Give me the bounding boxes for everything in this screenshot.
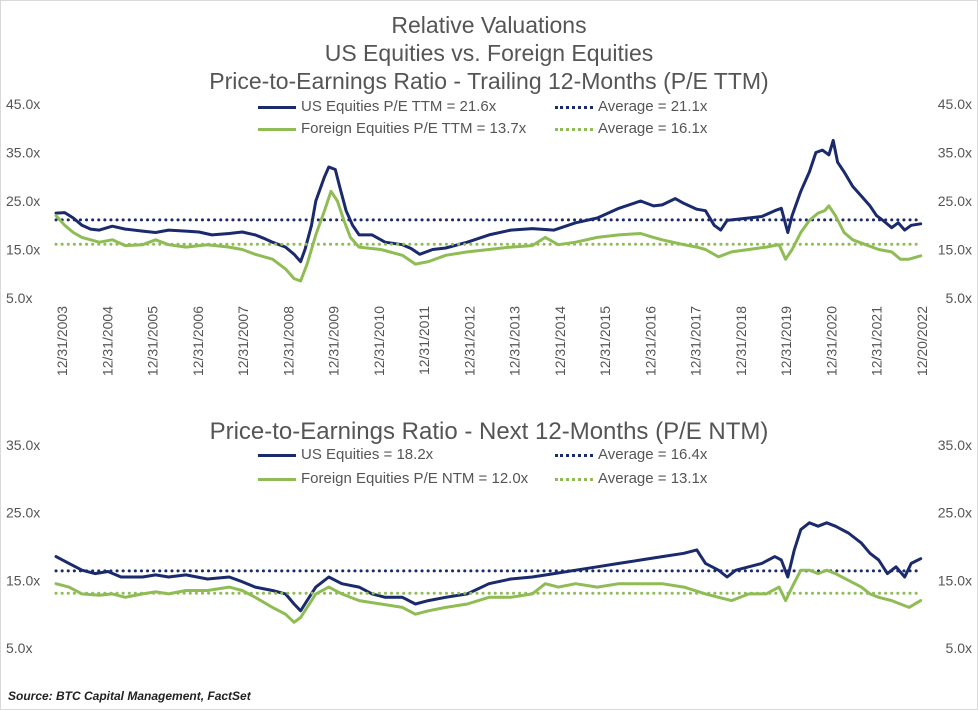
ttm-series-line-us: [54, 138, 923, 264]
ntm-series-line-foreign: [54, 568, 923, 624]
ttm-x-tick-label: 12/31/2010: [371, 306, 387, 376]
source-note: Source: BTC Capital Management, FactSet: [8, 689, 251, 703]
ttm-x-tick-label: 12/20/2022: [914, 306, 930, 376]
ttm-y-tick-label-left: 35.0x: [6, 145, 40, 161]
legend-swatch-us-average: [555, 105, 593, 109]
ttm-x-tick-label: 12/31/2003: [54, 306, 70, 376]
ttm-x-tick-label: 12/31/2015: [597, 306, 613, 376]
ttm-x-tick-label: 12/31/2017: [688, 306, 704, 376]
ttm-y-tick-label-right: 15.0x: [938, 242, 972, 258]
legend-us-ntm-label: US Equities = 18.2x: [301, 446, 434, 463]
legend-swatch-foreign-ntm-average: [555, 477, 593, 481]
ntm-y-tick-label-right: 35.0x: [938, 437, 972, 453]
ttm-y-tick-label-right: 35.0x: [938, 145, 972, 161]
ttm-x-tick-label: 12/31/2016: [642, 306, 658, 376]
legend-foreign-ttm-average-label: Average = 16.1x: [598, 120, 708, 137]
legend-foreign-ntm-average: Average = 13.1x: [555, 470, 707, 490]
ttm-y-tick-label-left: 25.0x: [6, 193, 40, 209]
ttm-x-tick-label: 12/31/2012: [461, 306, 477, 376]
legend-us-ntm: US Equities = 18.2x: [258, 446, 433, 466]
ttm-y-tick-label-right: 25.0x: [938, 193, 972, 209]
legend-swatch-foreign-average: [555, 127, 593, 131]
ttm-x-tick-label: 12/31/2006: [190, 306, 206, 376]
legend-swatch-foreign-ntm: [258, 477, 296, 481]
legend-us-ttm-average-label: Average = 21.1x: [598, 98, 708, 115]
legend-foreign-ttm: Foreign Equities P/E TTM = 13.7x: [258, 120, 526, 140]
top-chart-title: Price-to-Earnings Ratio - Trailing 12-Mo…: [209, 68, 769, 94]
ntm-y-tick-label-left: 25.0x: [6, 505, 40, 521]
ttm-x-tick-label: 12/31/2014: [552, 306, 568, 376]
ttm-x-tick-label: 12/31/2011: [416, 306, 432, 375]
legend-foreign-ntm: Foreign Equities P/E NTM = 12.0x: [258, 470, 528, 490]
ttm-x-tick-label: 12/31/2004: [99, 306, 115, 376]
legend-swatch-foreign: [258, 127, 296, 131]
ttm-x-tick-label: 12/31/2018: [733, 306, 749, 376]
ttm-series-line-foreign: [54, 189, 923, 283]
legend-foreign-ntm-label: Foreign Equities P/E NTM = 12.0x: [301, 470, 529, 487]
ttm-x-tick-label: 12/31/2007: [235, 306, 251, 376]
legend-us-ttm-label: US Equities P/E TTM = 21.6x: [301, 98, 497, 115]
ntm-series-line-us: [54, 521, 923, 613]
ttm-x-tick-label: 12/31/2021: [869, 306, 885, 376]
ntm-y-tick-label-left: 5.0x: [6, 640, 32, 656]
ttm-y-tick-label-left: 15.0x: [6, 242, 40, 258]
legend-foreign-ttm-average: Average = 16.1x: [555, 120, 707, 140]
legend-us-ttm: US Equities P/E TTM = 21.6x: [258, 98, 496, 118]
ttm-y-tick-label-right: 45.0x: [938, 96, 972, 112]
ttm-x-tick-label: 12/31/2020: [823, 306, 839, 376]
ntm-y-tick-label-left: 35.0x: [6, 437, 40, 453]
ntm-y-tick-label-right: 15.0x: [938, 572, 972, 588]
ttm-y-tick-label-left: 5.0x: [6, 290, 32, 306]
ntm-y-tick-label-left: 15.0x: [6, 572, 40, 588]
legend-foreign-ttm-label: Foreign Equities P/E TTM = 13.7x: [301, 120, 527, 137]
ntm-y-tick-label-right: 25.0x: [938, 505, 972, 521]
ttm-x-tick-label: 12/31/2008: [280, 306, 296, 376]
ttm-y-tick-label-left: 45.0x: [6, 96, 40, 112]
chart-title-line-1: Relative Valuations: [391, 12, 587, 38]
ttm-x-tick-label: 12/31/2005: [145, 306, 161, 376]
chart-title-line-2: US Equities vs. Foreign Equities: [324, 40, 654, 66]
ntm-y-tick-label-right: 5.0x: [946, 640, 972, 656]
ttm-x-tick-label: 12/31/2009: [326, 306, 342, 376]
legend-us-ntm-average-label: Average = 16.4x: [598, 446, 708, 463]
ttm-y-tick-label-right: 5.0x: [946, 290, 972, 306]
legend-swatch-us-ntm: [258, 453, 296, 457]
legend-us-ntm-average: Average = 16.4x: [555, 446, 707, 466]
legend-foreign-ntm-average-label: Average = 13.1x: [598, 470, 708, 487]
legend-swatch-us-ntm-average: [555, 453, 593, 457]
bottom-chart-title: Price-to-Earnings Ratio - Next 12-Months…: [209, 418, 769, 445]
legend-swatch-us: [258, 105, 296, 109]
ttm-x-tick-label: 12/31/2019: [778, 306, 794, 376]
ttm-x-tick-label: 12/31/2013: [507, 306, 523, 376]
legend-us-ttm-average: Average = 21.1x: [555, 98, 707, 118]
